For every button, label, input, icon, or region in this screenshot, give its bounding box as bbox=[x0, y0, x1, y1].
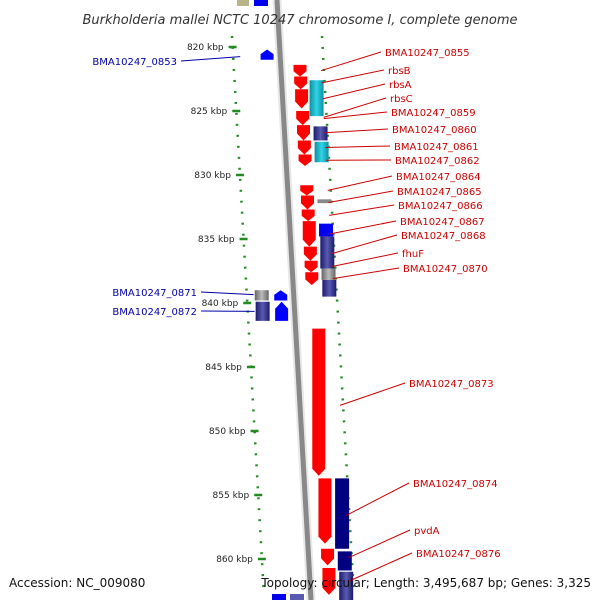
chromosome-backbone bbox=[274, 0, 314, 600]
feature-small-0865[interactable] bbox=[317, 199, 332, 204]
label-leader-line bbox=[200, 291, 254, 296]
gene-label-right[interactable]: rbsA bbox=[389, 80, 412, 91]
label-leader-line bbox=[345, 482, 410, 516]
gene-label-right[interactable]: pvdA bbox=[414, 526, 440, 537]
label-leader-line bbox=[348, 529, 411, 559]
feature-block-0874[interactable] bbox=[335, 478, 350, 549]
gene-label-right[interactable]: BMA10247_0870 bbox=[403, 264, 488, 275]
gene-label-right[interactable]: BMA10247_0874 bbox=[413, 479, 498, 490]
gene-bma10247-0862-shape[interactable] bbox=[298, 154, 312, 167]
label-leader-line bbox=[327, 175, 393, 191]
label-leader-line bbox=[325, 145, 391, 148]
gene-rbsa-shape[interactable] bbox=[295, 89, 309, 109]
feature-block-0861[interactable] bbox=[314, 141, 329, 163]
feature-block-fhuf[interactable] bbox=[321, 268, 336, 280]
tick-label: 825 kbp bbox=[191, 107, 228, 117]
tick-label: 855 kbp bbox=[213, 491, 250, 501]
gene-label-right[interactable]: BMA10247_0867 bbox=[400, 217, 485, 228]
gene-bma10247-0861-shape[interactable] bbox=[297, 140, 311, 155]
gene-bma10247-0853-shape[interactable] bbox=[260, 49, 274, 60]
gene-bma10247-0870-shape[interactable] bbox=[305, 272, 319, 286]
feature-block-0867-top[interactable] bbox=[319, 223, 334, 237]
gene-bma10247-0868-shape[interactable] bbox=[303, 246, 317, 261]
label-leader-line bbox=[322, 83, 386, 100]
map-title: Burkholderia mallei NCTC 10247 chromosom… bbox=[82, 13, 517, 28]
label-leader-line bbox=[324, 128, 389, 134]
gene-label-right[interactable]: BMA10247_0876 bbox=[416, 549, 501, 560]
tick-label: 845 kbp bbox=[205, 363, 242, 373]
feature-block-0872[interactable] bbox=[255, 301, 270, 321]
partial-feature-bottom bbox=[290, 594, 304, 600]
gene-label-right[interactable]: rbsC bbox=[390, 94, 413, 105]
partial-feature-top bbox=[237, 0, 249, 6]
label-leader-line bbox=[331, 234, 398, 255]
label-leader-line bbox=[321, 69, 385, 84]
label-leader-line bbox=[339, 382, 406, 406]
label-leader-line bbox=[328, 190, 394, 204]
partial-feature-bottom bbox=[272, 594, 286, 600]
gene-pvda-shape[interactable] bbox=[321, 548, 335, 566]
gene-rbsb-shape[interactable] bbox=[294, 76, 308, 90]
gene-bma10247-0873-shape[interactable] bbox=[312, 328, 326, 476]
gene-bma10247-0867-shape[interactable] bbox=[302, 221, 316, 247]
label-leader-line bbox=[323, 111, 388, 120]
accession-text: Accession: NC_009080 bbox=[9, 576, 145, 590]
tick-label: 835 kbp bbox=[198, 235, 235, 245]
gene-bma10247-0874-shape[interactable] bbox=[318, 478, 332, 544]
tick-group: 820 kbp 825 kbp 830 kbp 835 kbp 840 kbp 845 k… bbox=[187, 43, 266, 565]
label-leader-line bbox=[332, 252, 399, 268]
gene-bma10247-0859-shape[interactable] bbox=[296, 111, 310, 126]
feature-block-0870[interactable] bbox=[322, 279, 337, 297]
gene-label-right[interactable]: BMA10247_0862 bbox=[395, 156, 480, 167]
tick-label: 860 kbp bbox=[216, 555, 253, 565]
rbs-feature-block[interactable] bbox=[309, 80, 324, 117]
gene-label-right[interactable]: BMA10247_0860 bbox=[392, 125, 477, 136]
gene-label-right[interactable]: BMA10247_0868 bbox=[401, 231, 486, 242]
gene-shapes bbox=[254, 49, 354, 600]
partial-feature-top bbox=[254, 0, 268, 6]
gene-labels: BMA10247_0855 rbsB rbsA rbsC BMA10247_0859 BM… bbox=[92, 48, 501, 582]
gene-bma10247-0864-shape[interactable] bbox=[300, 185, 314, 196]
feature-block-pvda[interactable] bbox=[337, 551, 352, 571]
label-leader-line bbox=[320, 51, 382, 72]
gene-label-right[interactable]: BMA10247_0859 bbox=[391, 108, 476, 119]
topology-text: Topology: circular; Length: 3,495,687 bp… bbox=[260, 576, 591, 590]
gene-label-right[interactable]: BMA10247_0864 bbox=[396, 172, 481, 183]
tick-label: 840 kbp bbox=[202, 299, 239, 309]
label-leader-line bbox=[180, 56, 241, 62]
gene-bma10247-0871-shape[interactable] bbox=[274, 290, 288, 301]
tick-label: 850 kbp bbox=[209, 427, 246, 437]
gene-bma10247-0866-shape[interactable] bbox=[301, 209, 315, 222]
gene-label-right[interactable]: rbsB bbox=[388, 66, 411, 77]
label-leader-line bbox=[330, 220, 397, 235]
label-leader-line bbox=[329, 204, 395, 216]
tick-label: 820 kbp bbox=[187, 43, 224, 53]
label-leader-line bbox=[332, 267, 400, 280]
gene-bma10247-0865-shape[interactable] bbox=[300, 195, 314, 210]
gene-label-right[interactable]: BMA10247_0866 bbox=[398, 201, 483, 212]
feature-block-0860[interactable] bbox=[313, 126, 328, 141]
gene-bma10247-0855-shape[interactable] bbox=[293, 64, 307, 77]
gene-bma10247-0872-shape[interactable] bbox=[275, 301, 289, 321]
gene-label-right[interactable]: BMA10247_0865 bbox=[397, 187, 482, 198]
gene-label-left[interactable]: BMA10247_0853 bbox=[92, 57, 177, 68]
feature-block-0876[interactable] bbox=[339, 571, 354, 600]
gene-fhuf-shape[interactable] bbox=[304, 260, 318, 273]
gene-label-right[interactable]: BMA10247_0855 bbox=[385, 48, 470, 59]
label-leader-line bbox=[349, 552, 413, 582]
feature-block-0867[interactable] bbox=[320, 236, 335, 269]
gene-label-right[interactable]: BMA10247_0861 bbox=[394, 142, 479, 153]
label-leader-line bbox=[323, 97, 387, 118]
gene-bma10247-0860-shape[interactable] bbox=[297, 125, 311, 141]
gene-bma10247-0876-shape[interactable] bbox=[322, 567, 336, 595]
tick-label: 830 kbp bbox=[194, 171, 231, 181]
gene-label-right[interactable]: fhuF bbox=[402, 249, 424, 260]
gene-label-right[interactable]: BMA10247_0873 bbox=[409, 379, 494, 390]
gene-label-left[interactable]: BMA10247_0872 bbox=[112, 307, 197, 318]
gene-label-left[interactable]: BMA10247_0871 bbox=[112, 288, 197, 299]
feature-block-0871[interactable] bbox=[254, 290, 269, 301]
